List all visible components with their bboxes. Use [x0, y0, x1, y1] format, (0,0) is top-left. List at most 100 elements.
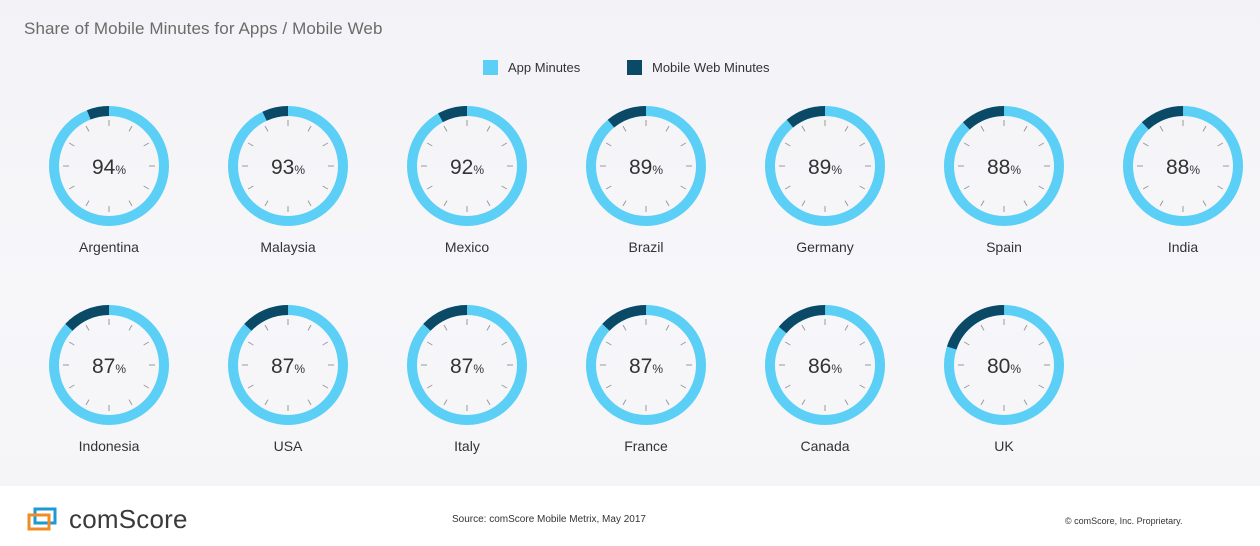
- donut-web-arc-indonesia: [49, 305, 169, 425]
- donut-tick: [665, 200, 670, 207]
- donut-tick: [1023, 399, 1028, 406]
- donut-value-malaysia: 93%: [271, 156, 305, 179]
- donut-tick: [680, 341, 687, 346]
- donut-tick: [322, 384, 329, 389]
- donut-tick: [1202, 200, 1207, 207]
- donut-value-indonesia: 87%: [92, 355, 126, 378]
- comscore-logo: comScore: [27, 504, 188, 535]
- donut-brazil: 89% Brazil: [586, 106, 706, 255]
- donut-tick: [859, 142, 866, 147]
- donut-value-usa: 87%: [271, 355, 305, 378]
- donut-value-uk: 80%: [987, 355, 1021, 378]
- donut-tick: [307, 324, 312, 331]
- donut-tick: [68, 384, 75, 389]
- donut-tick: [859, 384, 866, 389]
- donut-tick: [859, 341, 866, 346]
- donut-label-malaysia: Malaysia: [260, 239, 315, 255]
- donut-france: 87% France: [586, 305, 706, 454]
- donut-tick: [1038, 142, 1045, 147]
- donut-tick: [1217, 185, 1224, 190]
- donut-tick: [426, 185, 433, 190]
- donut-indonesia: 87% Indonesia: [49, 305, 169, 454]
- donut-tick: [501, 142, 508, 147]
- donut-tick: [1159, 200, 1164, 207]
- donut-tick: [622, 125, 627, 132]
- donut-tick: [247, 142, 254, 147]
- donut-tick: [859, 185, 866, 190]
- donut-tick: [665, 125, 670, 132]
- donut-label-india: India: [1168, 239, 1199, 255]
- donut-tick: [443, 324, 448, 331]
- donut-tick: [784, 384, 791, 389]
- donut-germany: 89% Germany: [764, 106, 885, 255]
- donut-mexico: 92% Mexico: [407, 106, 527, 255]
- donut-tick: [980, 324, 985, 331]
- donut-tick: [1023, 125, 1028, 132]
- donut-tick: [801, 125, 806, 132]
- donut-tick: [605, 341, 612, 346]
- donut-tick: [247, 341, 254, 346]
- donut-tick: [264, 200, 269, 207]
- donut-tick: [486, 125, 491, 132]
- donut-tick: [247, 384, 254, 389]
- donut-tick: [322, 142, 329, 147]
- donut-tick: [85, 324, 90, 331]
- donut-label-france: France: [624, 438, 668, 454]
- donut-web-arc-france: [586, 305, 706, 425]
- legend: App Minutes Mobile Web Minutes: [0, 60, 1260, 80]
- donut-label-uk: UK: [994, 438, 1014, 454]
- donut-tick: [665, 324, 670, 331]
- donut-tick: [128, 125, 133, 132]
- donut-tick: [264, 324, 269, 331]
- donut-label-germany: Germany: [796, 239, 854, 255]
- donut-tick: [622, 399, 627, 406]
- donut-tick: [1023, 200, 1028, 207]
- donut-tick: [501, 185, 508, 190]
- donut-web-arc-spain: [944, 106, 1064, 226]
- donut-tick: [486, 324, 491, 331]
- donut-tick: [844, 125, 849, 132]
- donut-tick: [1142, 185, 1149, 190]
- donut-tick: [1142, 142, 1149, 147]
- legend-swatch-app-minutes: [483, 60, 498, 75]
- source-note: Source: comScore Mobile Metrix, May 2017: [452, 514, 646, 525]
- donut-label-usa: USA: [274, 438, 303, 454]
- donut-label-spain: Spain: [986, 239, 1022, 255]
- donut-tick: [844, 200, 849, 207]
- donut-tick: [622, 324, 627, 331]
- chart-title: Share of Mobile Minutes for Apps / Mobil…: [24, 19, 383, 38]
- donut-malaysia: 93% Malaysia: [228, 106, 348, 255]
- donut-value-india: 88%: [1166, 156, 1200, 179]
- donut-tick: [247, 185, 254, 190]
- donut-tick: [980, 399, 985, 406]
- donut-tick: [801, 324, 806, 331]
- donut-tick: [264, 125, 269, 132]
- donut-uk: 80% UK: [943, 305, 1064, 454]
- logo-text: comScore: [69, 504, 188, 534]
- donut-tick: [486, 399, 491, 406]
- copyright-note: © comScore, Inc. Proprietary.: [1065, 516, 1183, 526]
- donut-tick: [128, 399, 133, 406]
- donut-tick: [980, 125, 985, 132]
- donut-tick: [1217, 142, 1224, 147]
- donut-tick: [143, 185, 150, 190]
- donut-tick: [963, 185, 970, 190]
- donut-tick: [665, 399, 670, 406]
- donut-web-arc-canada: [765, 304, 885, 425]
- donut-tick: [85, 125, 90, 132]
- donut-tick: [963, 341, 970, 346]
- donut-tick: [443, 399, 448, 406]
- donut-label-brazil: Brazil: [628, 239, 663, 255]
- donut-tick: [784, 142, 791, 147]
- donut-app-arc-malaysia: [228, 106, 348, 226]
- donut-tick: [501, 341, 508, 346]
- donut-tick: [801, 200, 806, 207]
- donut-tick: [426, 384, 433, 389]
- donut-value-germany: 89%: [808, 156, 842, 179]
- donut-tick: [1038, 341, 1045, 346]
- donut-tick: [143, 341, 150, 346]
- donut-italy: 87% Italy: [407, 305, 527, 454]
- donut-tick: [1159, 125, 1164, 132]
- donut-value-france: 87%: [629, 355, 663, 378]
- donut-label-indonesia: Indonesia: [79, 438, 140, 454]
